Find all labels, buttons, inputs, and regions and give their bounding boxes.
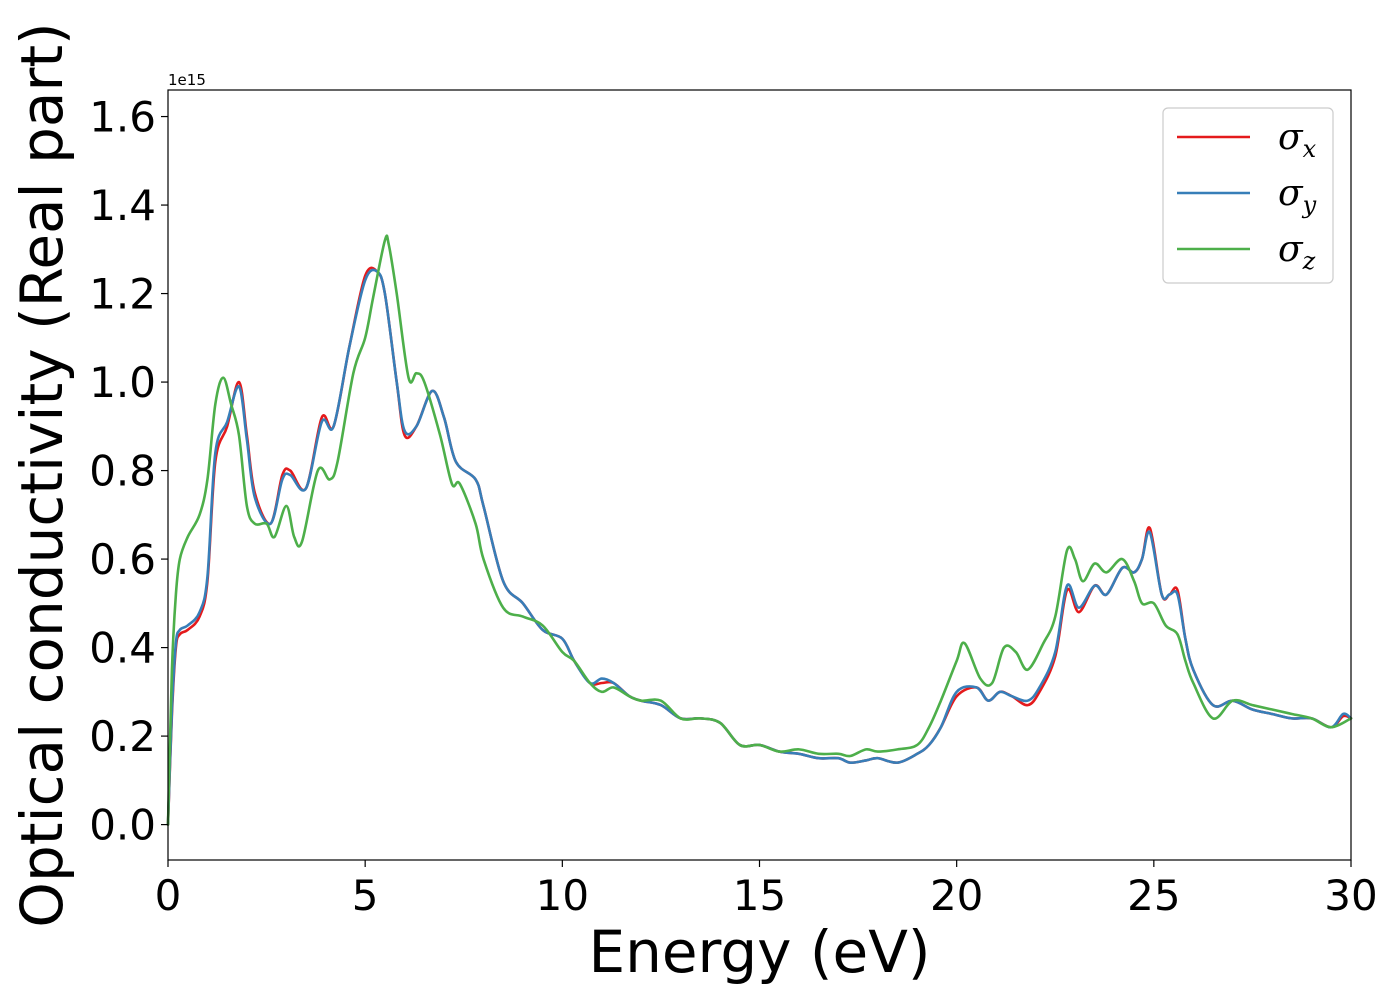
y-axis-label: Optical conductivity (Real part) xyxy=(8,22,76,927)
y-offset-label: 1e15 xyxy=(168,71,206,89)
x-tick-label: 0 xyxy=(155,871,182,920)
x-tick-label: 5 xyxy=(352,871,379,920)
x-tick-label: 15 xyxy=(733,871,786,920)
y-tick-label: 0.6 xyxy=(89,535,156,584)
legend-label-x: σx xyxy=(1278,117,1317,163)
x-axis: 0 5 10 15 20 25 30 xyxy=(155,860,1378,920)
x-tick-label: 30 xyxy=(1324,871,1377,920)
series-layer xyxy=(166,234,1353,826)
y-tick-label: 1.4 xyxy=(89,181,156,230)
y-tick-label: 0.0 xyxy=(89,801,156,850)
y-tick-label: 0.2 xyxy=(89,712,156,761)
legend-label-z: σz xyxy=(1278,229,1316,275)
y-tick-label: 1.6 xyxy=(89,93,156,142)
y-tick-label: 0.8 xyxy=(89,447,156,496)
series-line-z xyxy=(166,234,1353,826)
x-tick-label: 25 xyxy=(1127,871,1180,920)
legend-label-y: σy xyxy=(1278,173,1317,219)
x-tick-label: 20 xyxy=(930,871,983,920)
legend: σx σy σz xyxy=(1162,107,1334,284)
x-axis-label: Energy (eV) xyxy=(588,918,930,986)
x-tick-label: 10 xyxy=(536,871,589,920)
y-tick-label: 1.0 xyxy=(89,358,156,407)
y-axis: 0.0 0.2 0.4 0.6 0.8 1.0 1.2 1.4 1.6 xyxy=(89,93,168,850)
y-tick-label: 1.2 xyxy=(89,270,156,319)
y-tick-label: 0.4 xyxy=(89,624,156,673)
legend-box xyxy=(1162,107,1334,284)
